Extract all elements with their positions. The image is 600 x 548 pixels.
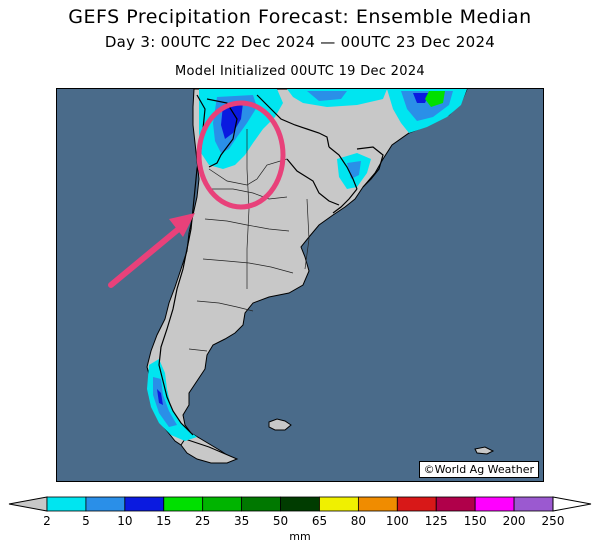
south-america-land xyxy=(146,89,468,464)
highlight-circle xyxy=(196,100,286,210)
colorbar-tick-label: 25 xyxy=(195,514,211,528)
colorbar-bin xyxy=(319,496,359,512)
colorbar-bin xyxy=(85,496,126,512)
precipitation-map: ©World Ag Weather xyxy=(56,88,544,482)
colorbar-bin xyxy=(357,496,398,512)
colorbar-tick-label: 10 xyxy=(117,514,133,528)
colorbar-bin xyxy=(474,496,515,512)
colorbar-bin xyxy=(163,496,204,512)
colorbar-tick-label: 2 xyxy=(43,514,51,528)
highlight-annotation xyxy=(108,100,286,288)
colorbar-tick-label: 250 xyxy=(541,514,565,528)
colorbar-under-arrow xyxy=(8,496,48,512)
colorbar-tick-label: 5 xyxy=(82,514,90,528)
south-georgia xyxy=(474,446,495,455)
colorbar-bin xyxy=(46,496,87,512)
map-title: GEFS Precipitation Forecast: Ensemble Me… xyxy=(68,6,532,28)
model-initialized: Model Initialized 00UTC 19 Dec 2024 xyxy=(175,64,425,79)
colorbar-tick-label: 125 xyxy=(424,514,448,528)
colorbar-tick-label: 65 xyxy=(311,514,328,528)
colorbar-over-arrow xyxy=(552,496,592,512)
valid-period: Day 3: 00UTC 22 Dec 2024 — 00UTC 23 Dec … xyxy=(104,33,496,51)
precip-colorbar xyxy=(8,496,592,512)
highlight-arrow-head xyxy=(169,213,195,237)
colorbar-bin xyxy=(396,496,437,512)
colorbar-bin xyxy=(202,496,243,512)
highlight-arrow-shaft xyxy=(108,224,184,288)
colorbar-bin xyxy=(435,496,476,512)
colorbar-tick-label: 15 xyxy=(156,514,172,528)
colorbar-bin xyxy=(513,496,554,512)
colorbar-tick-label: 35 xyxy=(233,514,250,528)
colorbar-tick-label: 100 xyxy=(385,514,409,528)
colorbar-tick-label: 200 xyxy=(502,514,526,528)
colorbar-bin xyxy=(124,496,165,512)
colorbar-bin xyxy=(241,496,281,512)
colorbar-tick-label: 80 xyxy=(350,514,367,528)
units-label: mm xyxy=(289,530,311,543)
credit-label: ©World Ag Weather xyxy=(418,461,539,478)
colorbar-bin xyxy=(280,496,320,512)
tierra-del-fuego xyxy=(180,438,239,464)
colorbar-tick-label: 50 xyxy=(272,514,289,528)
falkland-islands xyxy=(268,418,292,431)
province-borders xyxy=(188,129,310,352)
map-canvas xyxy=(57,89,543,481)
colorbar-tick-label: 150 xyxy=(463,514,487,528)
